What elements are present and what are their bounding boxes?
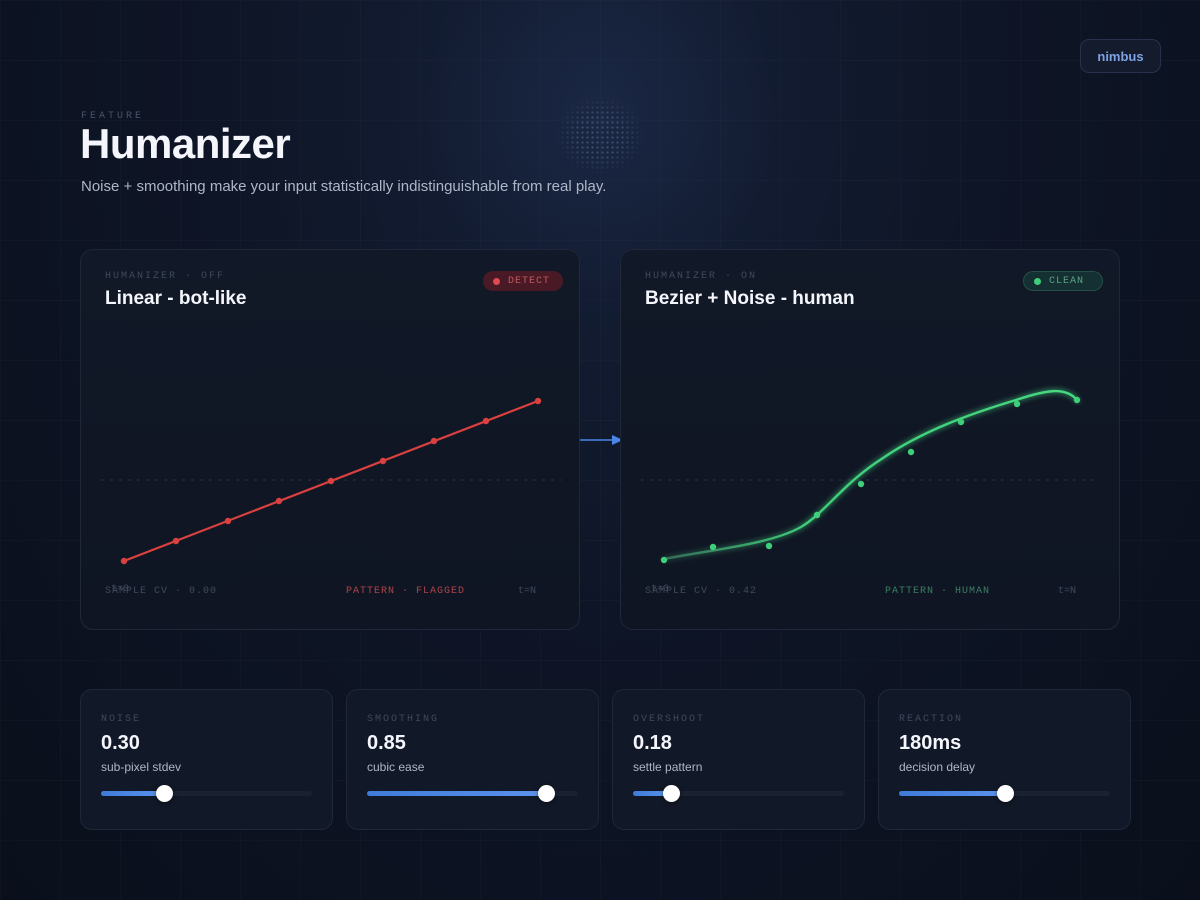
sample-point — [765, 542, 773, 550]
sample-point — [534, 397, 542, 405]
control-label: NOISE — [101, 714, 142, 725]
slider-fill — [633, 791, 671, 796]
panel-humanizer-off: HUMANIZER · OFF Linear - bot-like DETECT… — [80, 249, 580, 630]
control-caption: settle pattern — [633, 760, 703, 774]
slider-thumb[interactable] — [996, 785, 1014, 802]
panel-eyebrow: HUMANIZER · ON — [645, 271, 758, 282]
badge-label: CLEAN — [1049, 275, 1085, 287]
slider-fill — [367, 791, 547, 796]
smoothing-control-card: SMOOTHING 0.85 cubic ease — [346, 689, 599, 830]
page-title: Humanizer — [80, 120, 291, 167]
arrow-right-icon — [580, 435, 623, 445]
sample-point — [482, 417, 490, 425]
control-caption: decision delay — [899, 760, 976, 774]
axis-start-label: t=0 — [651, 584, 670, 595]
control-caption: cubic ease — [367, 760, 425, 774]
sample-point — [1013, 400, 1021, 408]
badge-label: DETECT — [508, 275, 551, 287]
slider-thumb[interactable] — [156, 785, 174, 802]
control-label: SMOOTHING — [367, 714, 440, 725]
sample-point — [813, 511, 821, 519]
slider-thumb[interactable] — [662, 785, 680, 802]
sample-point — [120, 557, 128, 565]
control-label: REACTION — [899, 714, 964, 725]
panel-title: Linear - bot-like — [105, 288, 247, 309]
sample-point — [430, 437, 438, 445]
linear-sample-points — [120, 397, 542, 565]
sample-point — [379, 457, 387, 465]
control-value: 0.18 — [633, 732, 672, 754]
slider-fill — [899, 791, 1005, 796]
status-dot-icon — [493, 277, 500, 285]
humanized-path-plot — [641, 389, 1101, 564]
reaction-slider[interactable] — [899, 785, 1110, 802]
sample-point — [857, 480, 865, 488]
page-eyebrow: FEATURE — [81, 111, 145, 122]
smoothing-slider[interactable] — [367, 785, 578, 802]
humanized-sample-points — [660, 396, 1081, 564]
sample-cv: SAMPLE CV · 0.42 — [645, 586, 758, 597]
axis-end-label: t=N — [518, 586, 537, 597]
control-value: 0.30 — [101, 732, 140, 754]
reaction-control-card: REACTION 180ms decision delay — [878, 689, 1131, 830]
pattern-status: PATTERN · HUMAN — [885, 586, 991, 597]
detect-badge: DETECT — [483, 271, 563, 291]
linear-path-plot — [101, 397, 561, 565]
sample-point — [1073, 396, 1081, 404]
sample-point — [907, 448, 915, 456]
overshoot-slider[interactable] — [633, 785, 844, 802]
overshoot-control-card: OVERSHOOT 0.18 settle pattern — [612, 689, 865, 830]
control-value: 0.85 — [367, 732, 406, 754]
sample-point — [709, 543, 717, 551]
brand-badge[interactable]: nimbus — [1080, 39, 1161, 73]
sample-point — [660, 556, 668, 564]
sample-point — [224, 517, 232, 525]
sample-point — [275, 497, 283, 505]
slider-fill — [101, 791, 165, 796]
clean-badge: CLEAN — [1023, 271, 1103, 291]
sample-point — [172, 537, 180, 545]
panel-eyebrow: HUMANIZER · OFF — [105, 271, 226, 282]
axis-end-label: t=N — [1058, 586, 1077, 597]
humanized-path-curve — [662, 389, 1080, 561]
control-value: 180ms — [899, 732, 962, 754]
sample-point — [327, 477, 335, 485]
sample-cv: SAMPLE CV · 0.00 — [105, 586, 218, 597]
dot-pattern — [555, 95, 645, 175]
control-caption: sub-pixel stdev — [101, 760, 182, 774]
axis-start-label: t=0 — [111, 584, 130, 595]
pattern-status: PATTERN · FLAGGED — [346, 586, 466, 597]
sample-point — [957, 418, 965, 426]
panel-humanizer-on: HUMANIZER · ON Bezier + Noise - human CL… — [620, 249, 1120, 630]
status-dot-icon — [1034, 277, 1041, 285]
noise-slider[interactable] — [101, 785, 312, 802]
panel-title: Bezier + Noise - human — [645, 288, 855, 309]
noise-control-card: NOISE 0.30 sub-pixel stdev — [80, 689, 333, 830]
page-subtitle: Noise + smoothing make your input statis… — [81, 178, 607, 195]
slider-thumb[interactable] — [538, 785, 556, 802]
control-label: OVERSHOOT — [633, 714, 706, 725]
